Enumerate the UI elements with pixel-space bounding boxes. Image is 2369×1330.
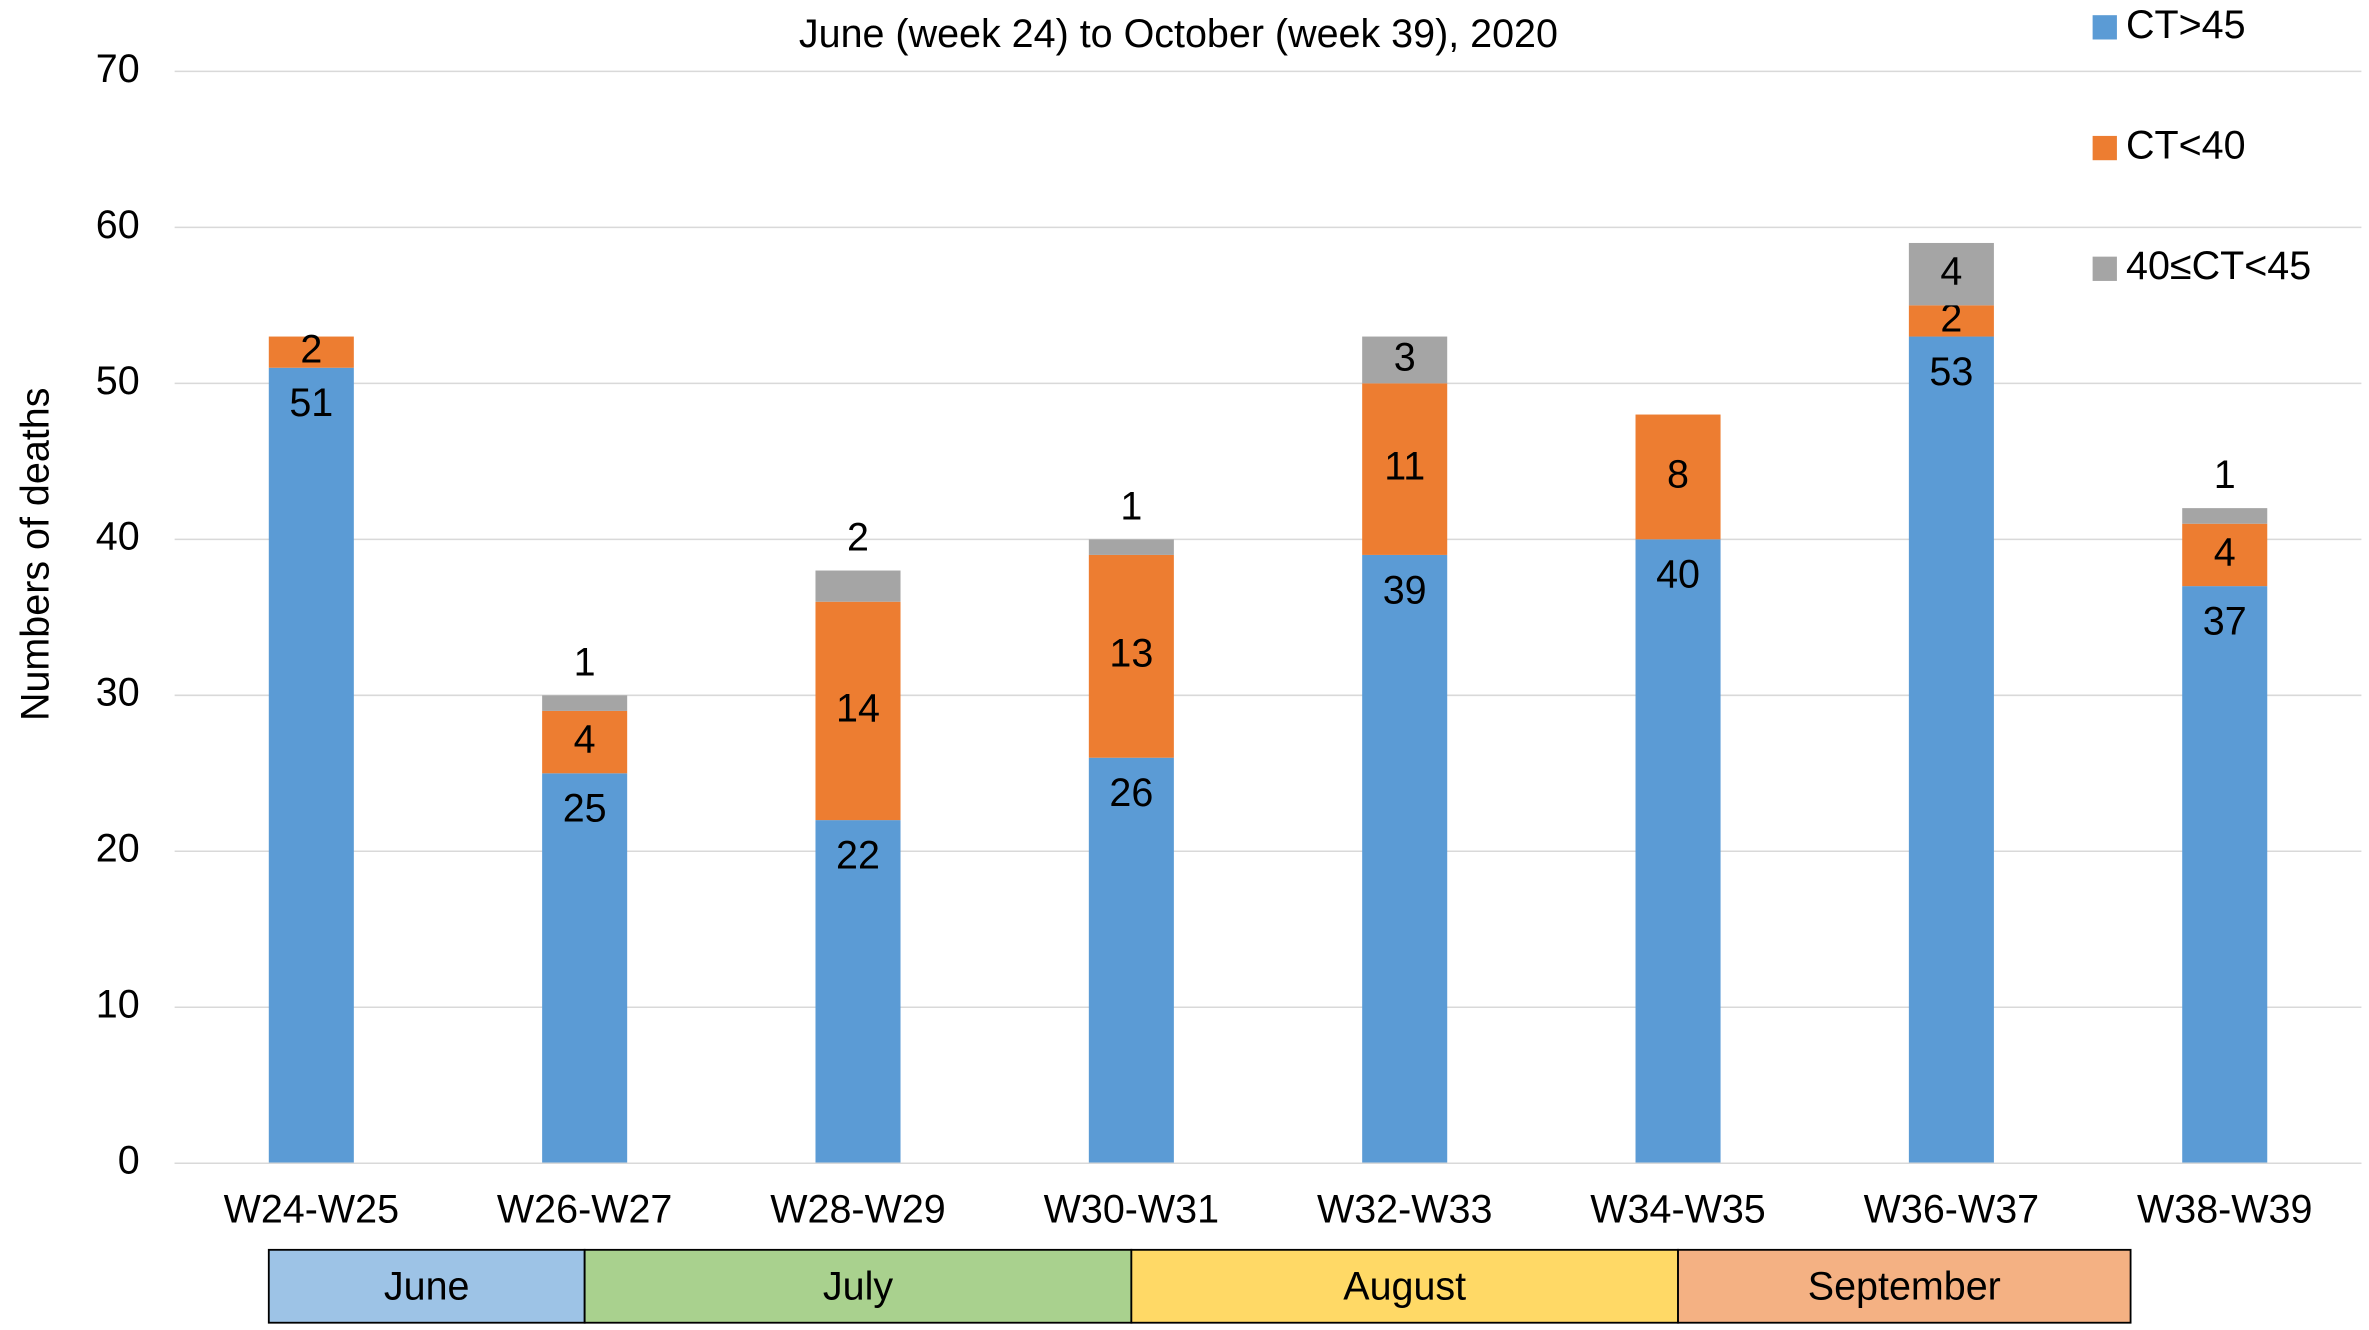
bar-segment — [542, 695, 628, 711]
data-label: 40 — [1656, 553, 1700, 597]
bar-segment — [1908, 336, 1994, 1164]
x-tick-label: W30-W31 — [1044, 1187, 1219, 1231]
month-band — [267, 1248, 586, 1324]
data-label: 1 — [2214, 453, 2236, 497]
data-label: 14 — [836, 686, 880, 730]
bar-segment — [2182, 508, 2268, 524]
data-label: 39 — [1383, 568, 1427, 612]
bar-segment — [542, 773, 628, 1164]
bar-segment — [1908, 242, 1994, 306]
bar-segment — [1362, 336, 1448, 384]
month-band — [1130, 1248, 1679, 1324]
data-label: 2 — [847, 516, 869, 560]
data-label: 13 — [1109, 632, 1153, 676]
data-label: 3 — [1394, 335, 1416, 379]
bar-segment — [815, 570, 901, 602]
bar-segment — [815, 820, 901, 1164]
data-label: 4 — [574, 718, 596, 762]
bar-segment — [268, 367, 354, 1164]
y-tick-label: 60 — [96, 203, 140, 247]
bar-segment — [268, 336, 354, 368]
month-label: August — [1343, 1265, 1466, 1309]
y-tick-label: 10 — [96, 983, 140, 1027]
data-label: 37 — [2203, 600, 2247, 644]
legend-swatch — [2092, 15, 2117, 40]
chart-title: June (week 24) to October (week 39), 202… — [799, 12, 1558, 56]
legend-swatch — [2092, 256, 2117, 281]
data-label: 4 — [1940, 250, 1962, 294]
y-tick-label: 40 — [96, 515, 140, 559]
bar-segment — [1362, 554, 1448, 1164]
y-tick-label: 70 — [96, 47, 140, 91]
month-label: July — [823, 1265, 893, 1309]
bar-segment — [2182, 523, 2268, 587]
x-tick-label: W24-W25 — [224, 1187, 399, 1231]
data-label: 8 — [1667, 452, 1689, 496]
x-tick-label: W26-W27 — [497, 1187, 672, 1231]
bar-segment — [1635, 539, 1721, 1164]
data-label: 1 — [1120, 484, 1142, 528]
data-label: 11 — [1384, 445, 1425, 489]
data-label: 2 — [300, 328, 322, 372]
y-axis-label: Numbers of deaths — [13, 388, 57, 721]
data-label: 25 — [563, 787, 607, 831]
bar-segment — [1088, 539, 1174, 555]
month-label: June — [384, 1265, 470, 1309]
y-tick-label: 30 — [96, 671, 140, 715]
bar-segment — [1088, 554, 1174, 758]
bar-segment — [1635, 414, 1721, 540]
x-tick-label: W32-W33 — [1317, 1187, 1492, 1231]
legend-label: CT>45 — [2126, 3, 2246, 47]
x-tick-label: W28-W29 — [770, 1187, 945, 1231]
month-band — [1677, 1248, 2132, 1324]
legend-label: 40≤CT<45 — [2126, 244, 2311, 288]
data-label: 22 — [836, 833, 880, 877]
x-tick-label: W38-W39 — [2137, 1187, 2312, 1231]
month-label: September — [1808, 1265, 2001, 1309]
x-tick-label: W36-W37 — [1864, 1187, 2039, 1231]
bar-segment — [2182, 586, 2268, 1164]
month-band — [583, 1248, 1133, 1324]
data-label: 51 — [289, 381, 333, 425]
y-tick-label: 20 — [96, 827, 140, 871]
y-tick-label: 50 — [96, 359, 140, 403]
y-tick-label: 0 — [118, 1139, 140, 1183]
data-label: 1 — [574, 640, 596, 684]
x-tick-label: W34-W35 — [1590, 1187, 1765, 1231]
legend-swatch — [2092, 135, 2117, 161]
data-label: 2 — [1940, 296, 1962, 340]
data-label: 4 — [2214, 530, 2236, 574]
data-label: 53 — [1929, 350, 1973, 394]
bar-segment — [1362, 383, 1448, 555]
bar-segment — [815, 601, 901, 821]
legend-label: CT<40 — [2126, 123, 2246, 167]
bar-segment — [1908, 305, 1994, 337]
bar-segment — [542, 710, 628, 774]
data-label: 26 — [1109, 771, 1153, 815]
bar-segment — [1088, 757, 1174, 1164]
